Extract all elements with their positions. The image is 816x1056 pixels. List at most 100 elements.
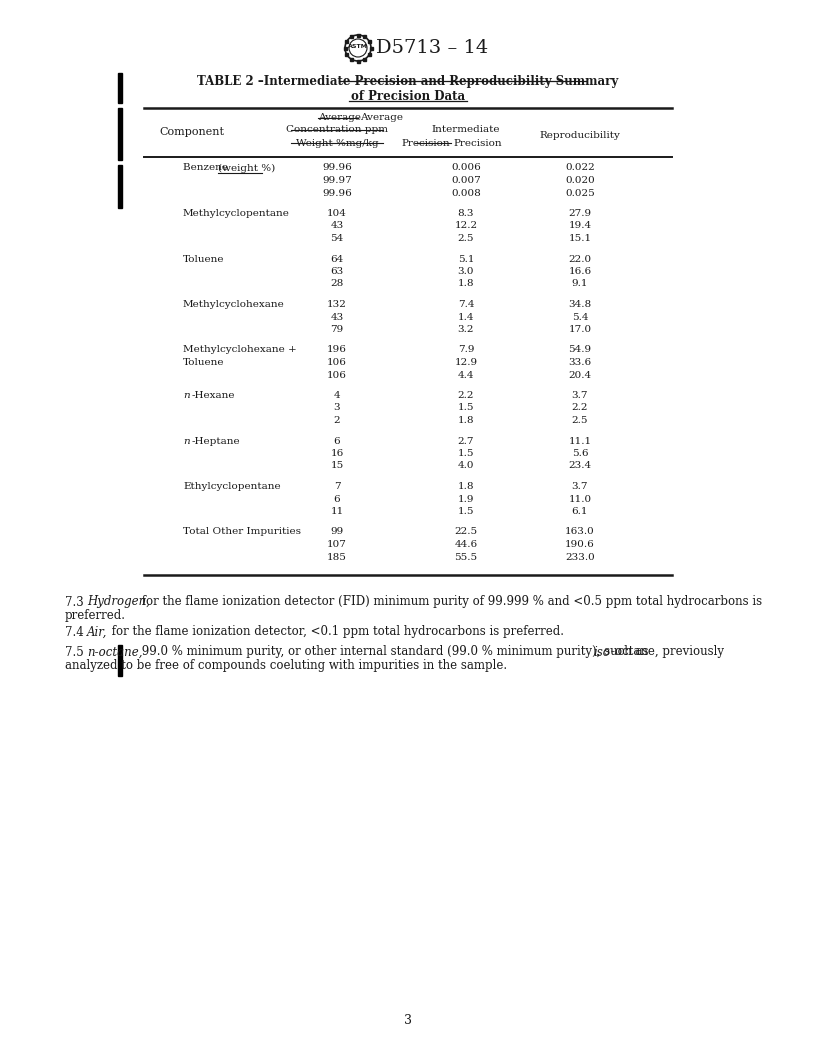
Text: 23.4: 23.4 [569, 461, 592, 471]
Text: 4: 4 [334, 391, 340, 400]
Text: 33.6: 33.6 [569, 358, 592, 367]
Text: Component: Component [159, 127, 224, 137]
Text: 0.008: 0.008 [451, 189, 481, 197]
Text: 2.5: 2.5 [572, 416, 588, 425]
Text: 7.4: 7.4 [65, 625, 87, 639]
Text: 54.9: 54.9 [569, 345, 592, 355]
Text: 1.8: 1.8 [458, 280, 474, 288]
Text: 2.2: 2.2 [572, 403, 588, 413]
Text: Intermediate: Intermediate [432, 126, 500, 134]
Text: Methylcyclohexane +: Methylcyclohexane + [183, 345, 297, 355]
Text: Precision: Precision [453, 138, 502, 148]
Text: 15.1: 15.1 [569, 234, 592, 243]
Text: 0.025: 0.025 [565, 189, 595, 197]
Text: 104: 104 [327, 209, 347, 218]
Bar [118, 73, 122, 103]
Text: Weight %mg/kg: Weight %mg/kg [295, 138, 379, 148]
Text: 106: 106 [327, 358, 347, 367]
Text: 2.7: 2.7 [458, 436, 474, 446]
Text: 17.0: 17.0 [569, 325, 592, 334]
Text: 185: 185 [327, 552, 347, 562]
Text: ASTM: ASTM [348, 44, 368, 50]
Text: 196: 196 [327, 345, 347, 355]
Bar [357, 34, 360, 37]
Text: 28: 28 [330, 280, 344, 288]
Text: 1.5: 1.5 [458, 449, 474, 458]
Bar [118, 108, 122, 161]
Text: 1.9: 1.9 [458, 494, 474, 504]
Text: Average: Average [360, 113, 403, 122]
Text: 1.5: 1.5 [458, 403, 474, 413]
Text: 5.4: 5.4 [572, 313, 588, 321]
Text: for the flame ionization detector (FID) minimum purity of 99.999 % and <0.5 ppm : for the flame ionization detector (FID) … [138, 596, 762, 608]
Text: (weight %): (weight %) [218, 164, 275, 172]
Text: 132: 132 [327, 300, 347, 309]
Text: 99.96: 99.96 [322, 189, 352, 197]
Text: for the flame ionization detector, <0.1 ppm total hydrocarbons is preferred.: for the flame ionization detector, <0.1 … [108, 625, 564, 639]
Text: 1.8: 1.8 [458, 416, 474, 425]
Text: n: n [183, 436, 189, 446]
Text: 99.96: 99.96 [322, 164, 352, 172]
Text: 3.7: 3.7 [572, 482, 588, 491]
Text: Average: Average [318, 113, 361, 122]
Text: 55.5: 55.5 [455, 552, 477, 562]
Bar [350, 35, 353, 38]
Text: 3.7: 3.7 [572, 391, 588, 400]
Text: 3.0: 3.0 [458, 267, 474, 276]
Text: Methylcyclopentane: Methylcyclopentane [183, 209, 290, 218]
Text: TABLE 2 –Intermediate Precision and Reproducibility Summary: TABLE 2 –Intermediate Precision and Repr… [197, 75, 619, 88]
Text: Toluene: Toluene [183, 254, 224, 264]
Text: 44.6: 44.6 [455, 540, 477, 549]
Text: Precision: Precision [401, 138, 450, 148]
Text: 99: 99 [330, 528, 344, 536]
Text: 7.5: 7.5 [65, 645, 87, 659]
Text: 1.4: 1.4 [458, 313, 474, 321]
Text: 6.1: 6.1 [572, 507, 588, 516]
Bar [344, 46, 347, 50]
Text: Benzene: Benzene [183, 164, 231, 172]
Text: 7: 7 [334, 482, 340, 491]
Text: 7.4: 7.4 [458, 300, 474, 309]
Text: n: n [183, 391, 189, 400]
Text: 190.6: 190.6 [565, 540, 595, 549]
Text: 1.5: 1.5 [458, 507, 474, 516]
Text: 63: 63 [330, 267, 344, 276]
Text: of Precision Data: of Precision Data [351, 90, 465, 102]
Text: 16.6: 16.6 [569, 267, 592, 276]
Text: 4.0: 4.0 [458, 461, 474, 471]
Text: 0.006: 0.006 [451, 164, 481, 172]
Bar [368, 40, 370, 43]
Bar [345, 40, 348, 43]
Text: 27.9: 27.9 [569, 209, 592, 218]
Text: 1.8: 1.8 [458, 482, 474, 491]
Text: 11.0: 11.0 [569, 494, 592, 504]
Text: 7.3: 7.3 [65, 596, 87, 608]
Text: 6: 6 [334, 494, 340, 504]
Text: 79: 79 [330, 325, 344, 334]
Bar [118, 165, 122, 207]
Text: 12.9: 12.9 [455, 358, 477, 367]
Bar [357, 59, 360, 62]
Text: 0.020: 0.020 [565, 176, 595, 185]
Text: Ethylcyclopentane: Ethylcyclopentane [183, 482, 281, 491]
Bar [363, 58, 366, 61]
Text: 106: 106 [327, 371, 347, 379]
Text: 233.0: 233.0 [565, 552, 595, 562]
Bar [345, 53, 348, 56]
Text: 19.4: 19.4 [569, 222, 592, 230]
Text: -Hexane: -Hexane [192, 391, 236, 400]
Text: 54: 54 [330, 234, 344, 243]
Text: 43: 43 [330, 222, 344, 230]
Text: Toluene: Toluene [183, 358, 224, 367]
Text: Total Other Impurities: Total Other Impurities [183, 528, 301, 536]
Text: iso: iso [593, 645, 610, 659]
Bar [370, 46, 372, 50]
Text: 4.4: 4.4 [458, 371, 474, 379]
Text: 8.3: 8.3 [458, 209, 474, 218]
Bar [118, 644, 122, 676]
Text: 0.022: 0.022 [565, 164, 595, 172]
Text: D5713 – 14: D5713 – 14 [376, 39, 488, 57]
Text: 16: 16 [330, 449, 344, 458]
Text: 12.2: 12.2 [455, 222, 477, 230]
Text: preferred.: preferred. [65, 609, 126, 622]
